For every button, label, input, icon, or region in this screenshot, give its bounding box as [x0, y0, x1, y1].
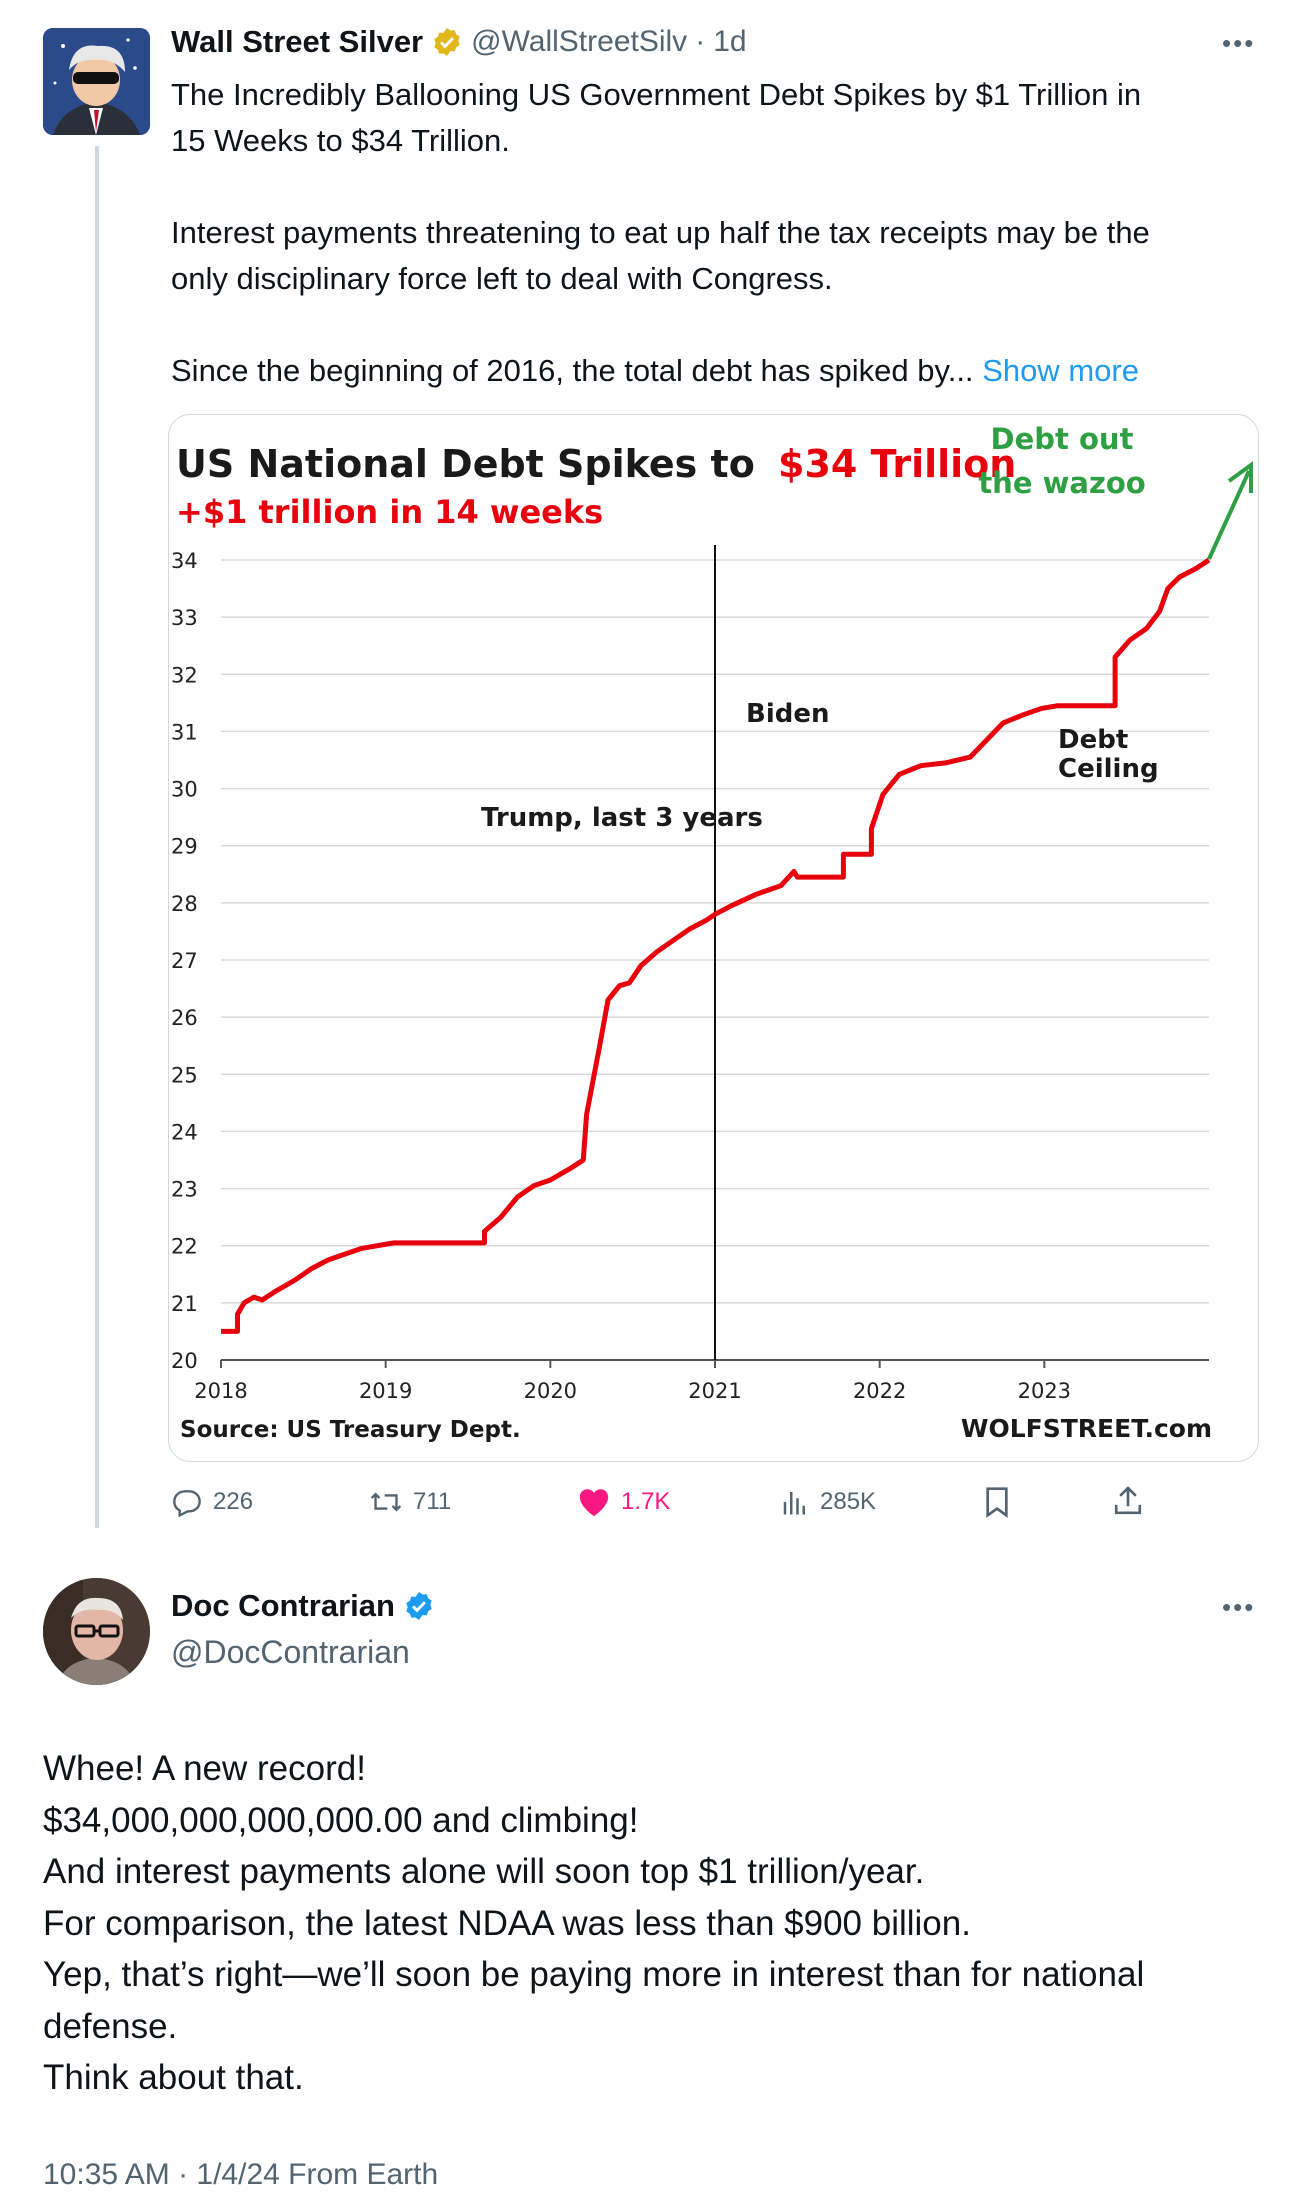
y-tick-label: 20: [171, 1349, 198, 1373]
annotation-biden: Biden: [746, 699, 829, 729]
x-tick-label: 2023: [1018, 1379, 1071, 1403]
thread-connector-line: [95, 146, 99, 1528]
tweet-text-line: 15 Weeks to $34 Trillion.: [171, 123, 510, 158]
bookmark-button[interactable]: [983, 1486, 1011, 1518]
view-count: 285K: [820, 1488, 877, 1515]
y-tick-label: 32: [171, 663, 198, 687]
y-tick-label: 27: [171, 949, 198, 973]
reply-text-line: And interest payments alone will soon to…: [43, 1852, 925, 1891]
y-tick-label: 34: [171, 549, 198, 573]
like-button[interactable]: 1.7K: [577, 1486, 670, 1518]
reply-text-line: $34,000,000,000,000.00 and climbing!: [43, 1800, 639, 1840]
y-tick-label: 26: [171, 1006, 198, 1030]
reply-count: 226: [213, 1488, 254, 1515]
wazoo-arrow-head: [1227, 461, 1253, 493]
y-tick-label: 29: [171, 835, 198, 859]
reply-author-name[interactable]: Doc Contrarian: [171, 1588, 395, 1623]
more-horizontal-icon[interactable]: •••: [1222, 28, 1256, 58]
show-more-link[interactable]: Show more: [982, 353, 1139, 388]
reply-button[interactable]: 226: [171, 1486, 253, 1518]
reply-text-line: defense.: [43, 2006, 178, 2046]
tweet-text-line: only disciplinary force left to deal wit…: [171, 261, 833, 296]
reply-text-line: Think about that.: [43, 2058, 304, 2097]
y-tick-label: 33: [171, 606, 198, 630]
y-tick-label: 31: [171, 720, 198, 744]
repost-count: 711: [413, 1488, 452, 1515]
y-tick-label: 22: [171, 1235, 198, 1259]
annotation-wazoo-line1: Debt out: [991, 422, 1134, 456]
tweet-text-line: Interest payments threatening to eat up …: [171, 215, 1150, 250]
y-tick-label: 25: [171, 1063, 198, 1087]
reply-body: Whee! A new record! $34,000,000,000,000.…: [43, 1743, 1273, 2104]
repost-button[interactable]: 711: [369, 1486, 451, 1518]
reply-author-handle[interactable]: @DocContrarian: [171, 1634, 410, 1670]
blue-verified-badge-icon: [403, 1590, 435, 1622]
chart-brand: WOLFSTREET.com: [961, 1414, 1212, 1443]
avatar-illustration: [43, 28, 150, 135]
like-count: 1.7K: [621, 1488, 671, 1515]
chart-subtitle: +$1 trillion in 14 weeks: [176, 493, 603, 531]
x-tick-label: 2022: [853, 1379, 906, 1403]
share-button[interactable]: [1112, 1484, 1144, 1518]
avatar-doc-contrarian[interactable]: [43, 1578, 150, 1685]
gold-verified-badge-icon: [431, 26, 463, 58]
debt-chart: US National Debt Spikes to $34 Trillion …: [171, 422, 1253, 1443]
wazoo-arrow-line: [1207, 470, 1251, 560]
chart-title: US National Debt Spikes to $34 Trillion: [176, 442, 1016, 486]
chart-title-prefix: US National Debt Spikes to: [176, 442, 755, 486]
tweet-body: The Incredibly Ballooning US Government …: [171, 72, 1271, 394]
repost-icon: [370, 1492, 402, 1512]
reply-text-line: Yep, that’s right—we’ll soon be paying m…: [43, 1955, 1145, 1994]
reply-icon: [173, 1490, 201, 1518]
annotation-debt-ceiling-line1: Debt: [1058, 725, 1128, 755]
y-tick-label: 23: [171, 1178, 198, 1202]
bookmark-icon: [986, 1487, 1008, 1518]
annotation-debt-ceiling-line2: Ceiling: [1058, 754, 1159, 784]
chart-image-card[interactable]: US National Debt Spikes to $34 Trillion …: [168, 414, 1259, 1462]
annotation-trump: Trump, last 3 years: [481, 803, 763, 833]
chart-title-highlight: $34 Trillion: [778, 442, 1016, 486]
reply-timestamp-footer[interactable]: 10:35 AM · 1/4/24 From Earth: [43, 2158, 439, 2191]
share-upload-icon: [1114, 1486, 1142, 1515]
avatar-wall-street-silver[interactable]: [43, 28, 150, 135]
tweet-text-line: Since the beginning of 2016, the total d…: [171, 353, 974, 388]
x-tick-label: 2020: [524, 1379, 577, 1403]
debt-series-line: [221, 557, 1211, 1334]
avatar-photo: [43, 1578, 150, 1685]
reply-text-line: For comparison, the latest NDAA was less…: [43, 1903, 971, 1943]
author-name[interactable]: Wall Street Silver: [171, 24, 424, 59]
tweet-header: Wall Street Silver @WallStreetSilv · 1d: [171, 24, 747, 60]
y-tick-label: 30: [171, 778, 198, 802]
y-tick-label: 28: [171, 892, 198, 916]
annotation-wazoo-line2: the wazoo: [978, 466, 1145, 500]
y-tick-label: 24: [171, 1120, 198, 1144]
x-tick-label: 2018: [194, 1379, 247, 1403]
y-tick-label: 21: [171, 1292, 198, 1316]
tweet-text-line: The Incredibly Ballooning US Government …: [171, 77, 1142, 112]
more-horizontal-icon[interactable]: •••: [1222, 1592, 1256, 1622]
views-button[interactable]: 285K: [780, 1486, 876, 1518]
separator-dot: ·: [695, 25, 706, 58]
x-tick-label: 2019: [359, 1379, 412, 1403]
author-handle[interactable]: @WallStreetSilv: [471, 25, 688, 58]
reply-header: Doc Contrarian: [171, 1588, 435, 1624]
chart-source: Source: US Treasury Dept.: [180, 1417, 521, 1443]
heart-filled-icon: [579, 1489, 609, 1517]
bar-chart-icon: [783, 1492, 805, 1515]
tweet-timestamp[interactable]: 1d: [713, 25, 747, 58]
reply-text-line: Whee! A new record!: [43, 1749, 366, 1788]
x-tick-label: 2021: [688, 1379, 741, 1403]
